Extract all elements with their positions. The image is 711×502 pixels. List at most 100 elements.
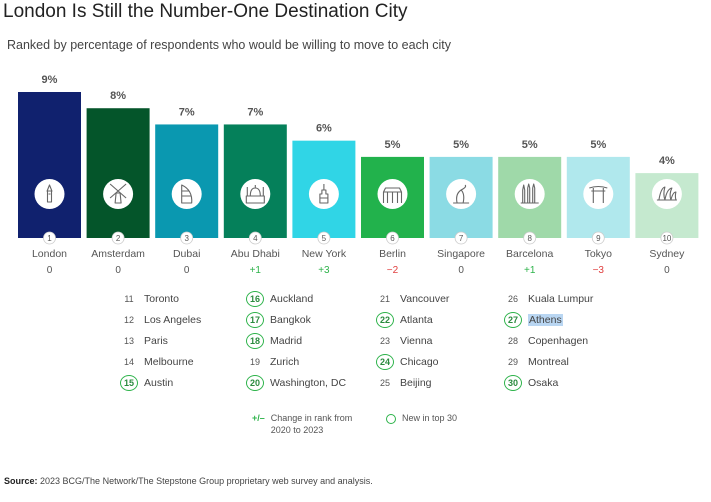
city-name: Montreal: [528, 356, 569, 368]
bar-group-10: 4% 10 Sydney 0: [635, 155, 698, 276]
list-item: 30 Osaka: [504, 372, 593, 393]
list-item: 23 Vienna: [376, 330, 449, 351]
city-name: Paris: [144, 335, 168, 347]
list-item: 18 Madrid: [246, 330, 346, 351]
rank-new-badge: 16: [246, 291, 264, 307]
bar-chart: 9%1London08%2Amsterdam07%3Dubai07%4Abu D…: [0, 0, 711, 290]
city-name: Toronto: [144, 293, 179, 305]
rank-number: 12: [120, 312, 138, 328]
rank-number: 8: [527, 234, 532, 243]
icon-circle: [583, 179, 613, 209]
rank-number: 14: [120, 354, 138, 370]
rank-number: 9: [596, 234, 601, 243]
city-label: Berlin: [379, 248, 406, 260]
icon-circle: [103, 179, 133, 209]
bar-group-3: 7% 3 Dubai 0: [155, 106, 218, 276]
city-name: Kuala Lumpur: [528, 293, 593, 305]
bar-value-label: 5%: [385, 139, 401, 151]
rank-number: 26: [504, 291, 522, 307]
rank-number: 23: [376, 333, 394, 349]
bar-value-label: 4%: [659, 155, 675, 167]
bar-london: [18, 92, 81, 238]
city-name: Copenhagen: [528, 335, 588, 347]
rank-new-badge: 18: [246, 333, 264, 349]
list-item: 15 Austin: [120, 372, 201, 393]
city-name: Melbourne: [144, 356, 194, 368]
rank-new-badge: 15: [120, 375, 138, 391]
rank-number: 25: [376, 375, 394, 391]
bar-amsterdam: [87, 108, 150, 238]
rank-new-badge: 20: [246, 375, 264, 391]
city-name: Athens: [528, 314, 563, 326]
bar-value-label: 8%: [110, 90, 126, 102]
city-name: Atlanta: [400, 314, 433, 326]
rank-number: 5: [322, 234, 327, 243]
list-item: 24 Chicago: [376, 351, 449, 372]
rank-change: +3: [318, 265, 330, 276]
city-name: Madrid: [270, 335, 302, 347]
city-label: London: [32, 248, 67, 260]
legend-rank-change: +/– Change in rank from 2020 to 2023: [252, 412, 352, 436]
bar-group-6: 5% 6 Berlin −2: [361, 139, 424, 276]
city-label: Amsterdam: [91, 248, 145, 260]
source-text: 2023 BCG/The Network/The Stepstone Group…: [40, 476, 373, 486]
rank-number: 21: [376, 291, 394, 307]
bar-value-label: 5%: [522, 139, 538, 151]
bar-group-5: 6% 5 New York +3: [292, 123, 355, 276]
list-item: 20 Washington, DC: [246, 372, 346, 393]
bar-group-4: 7% 4 Abu Dhabi +1: [224, 106, 287, 276]
rank-new-badge: 22: [376, 312, 394, 328]
list-item: 11 Toronto: [120, 288, 201, 309]
bar-value-label: 7%: [179, 106, 195, 118]
rank-change: 0: [458, 265, 464, 276]
list-item: 21 Vancouver: [376, 288, 449, 309]
city-name: Washington, DC: [270, 377, 346, 389]
rank-number: 3: [184, 234, 189, 243]
rank-number: 4: [253, 234, 258, 243]
icon-circle: [309, 179, 339, 209]
ranked-city-list: 11 Toronto 12 Los Angeles 13 Paris 14 Melbourne…: [120, 288, 680, 398]
rank-number: 2: [116, 234, 121, 243]
city-label: New York: [302, 248, 347, 260]
list-item: 28 Copenhagen: [504, 330, 593, 351]
city-name: Austin: [144, 377, 173, 389]
city-label: Sydney: [649, 248, 685, 260]
city-name: Auckland: [270, 293, 313, 305]
legend-new-in-top-30: New in top 30: [386, 412, 457, 424]
rank-number: 19: [246, 354, 264, 370]
list-column: 16 Auckland 17 Bangkok 18 Madrid 19 Zurich 20 Was…: [246, 288, 346, 393]
bar-value-label: 7%: [247, 106, 263, 118]
rank-new-badge: 30: [504, 375, 522, 391]
rank-new-badge: 24: [376, 354, 394, 370]
rank-change: −3: [593, 265, 605, 276]
legend-new-text: New in top 30: [402, 413, 457, 423]
rank-number: 6: [390, 234, 395, 243]
list-item: 22 Atlanta: [376, 309, 449, 330]
bar-group-2: 8% 2 Amsterdam 0: [87, 90, 150, 276]
bar-value-label: 6%: [316, 123, 332, 135]
rank-number: 29: [504, 354, 522, 370]
list-column: 26 Kuala Lumpur 27 Athens 28 Copenhagen 29 Mont…: [504, 288, 593, 393]
city-name: Vancouver: [400, 293, 449, 305]
city-name: Bangkok: [270, 314, 311, 326]
list-column: 11 Toronto 12 Los Angeles 13 Paris 14 Melbourne…: [120, 288, 201, 393]
bar-value-label: 5%: [453, 139, 469, 151]
rank-number: 1: [47, 234, 52, 243]
rank-change: 0: [184, 265, 190, 276]
rank-new-badge: 17: [246, 312, 264, 328]
rank-change: 0: [47, 265, 53, 276]
city-name: Osaka: [528, 377, 558, 389]
list-item: 25 Beijing: [376, 372, 449, 393]
rank-new-badge: 27: [504, 312, 522, 328]
rank-number: 7: [459, 234, 464, 243]
legend-change-text-1: Change in rank from: [271, 413, 353, 423]
list-item: 13 Paris: [120, 330, 201, 351]
list-item: 16 Auckland: [246, 288, 346, 309]
icon-circle: [240, 179, 270, 209]
rank-change: 0: [664, 265, 670, 276]
city-label: Tokyo: [585, 248, 613, 260]
bar-value-label: 9%: [42, 74, 58, 86]
list-item: 14 Melbourne: [120, 351, 201, 372]
icon-circle: [172, 179, 202, 209]
list-item: 12 Los Angeles: [120, 309, 201, 330]
